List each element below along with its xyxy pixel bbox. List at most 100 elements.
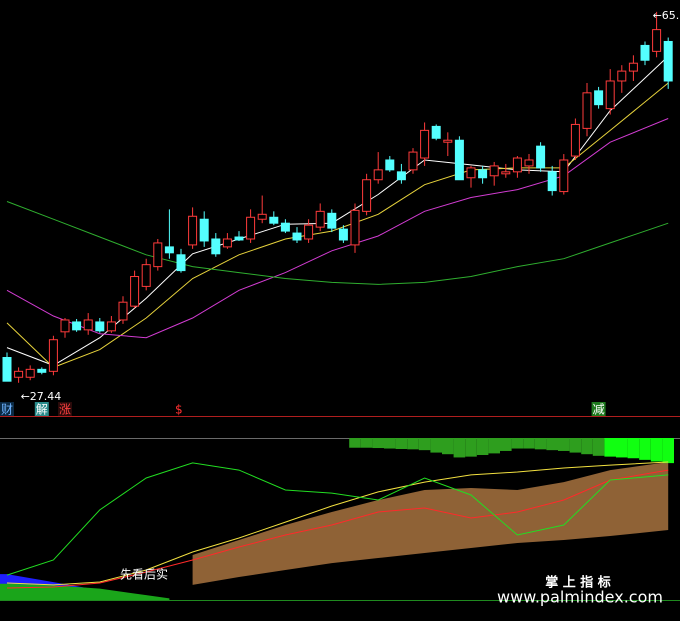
candle-body	[118, 301, 128, 321]
signal-box	[34, 402, 49, 416]
candle-body	[25, 368, 35, 378]
hanging-bar	[372, 438, 384, 449]
candle-body	[478, 169, 488, 179]
high-label: ←65.	[653, 9, 680, 22]
signal-label: 解	[36, 403, 48, 417]
candle-body	[373, 169, 383, 181]
candle-body	[431, 125, 441, 139]
candle-body	[454, 139, 464, 181]
candle-body	[153, 242, 163, 268]
watermark-title: 掌 上 指 标	[545, 575, 611, 591]
hanging-bar	[465, 438, 477, 457]
band-area	[192, 461, 669, 585]
candle-body	[269, 216, 279, 224]
candle-body	[466, 167, 476, 179]
hanging-bar	[639, 438, 651, 460]
hanging-bar	[418, 438, 431, 451]
hanging-bar	[581, 438, 593, 455]
hanging-bar	[453, 438, 466, 458]
hanging-bar	[627, 438, 640, 459]
candle-body	[315, 210, 325, 228]
signal-label: $	[175, 403, 183, 417]
candle-body	[106, 321, 116, 332]
indicator-line	[6, 469, 669, 589]
candle-body	[582, 92, 592, 129]
candle-body	[199, 218, 209, 242]
candle-body	[385, 159, 395, 171]
moving-average-line	[6, 201, 669, 285]
price-panel: ←65. ←27.44 财 解涨 $ 减	[0, 9, 679, 417]
candle-body	[338, 228, 348, 241]
signal-label: 财	[1, 403, 13, 417]
candle-body	[617, 70, 627, 82]
candle-body	[663, 40, 673, 82]
hanging-bar	[616, 438, 628, 458]
hanging-bar	[395, 438, 408, 450]
indicator-line	[6, 462, 669, 576]
hanging-bar	[442, 438, 454, 455]
candle-body	[628, 62, 638, 72]
candle-body	[524, 159, 534, 167]
candle-body	[48, 339, 58, 372]
indicator-line	[6, 461, 669, 586]
signal-label: 涨	[59, 402, 71, 417]
hanging-bar	[650, 438, 663, 462]
hanging-bar	[384, 438, 396, 449]
candle-body	[72, 321, 82, 331]
hanging-bar	[662, 438, 674, 464]
candle-body	[512, 157, 522, 173]
candle-body	[188, 215, 198, 246]
candle-body	[570, 123, 580, 157]
hanging-bar	[360, 438, 373, 448]
signal-label: 减	[593, 403, 605, 417]
signal-box	[0, 402, 14, 416]
candle-body	[141, 264, 151, 287]
bottom-area	[0, 583, 170, 600]
hanging-bar	[500, 438, 512, 451]
hanging-bar	[430, 438, 442, 453]
candle-body	[501, 171, 511, 175]
candle-body	[594, 90, 604, 106]
candle-body	[37, 368, 47, 373]
signal-box	[591, 402, 606, 416]
candle-body	[14, 370, 24, 378]
candle-body	[396, 171, 406, 181]
hanging-bar	[523, 438, 535, 449]
indicator-panel: 先看后实	[0, 438, 674, 600]
candle-body	[83, 319, 93, 331]
hanging-bar	[558, 438, 570, 451]
candle-body	[547, 171, 557, 192]
hanging-bar	[604, 438, 616, 457]
candle-body	[327, 212, 337, 229]
low-label: ←27.44	[21, 390, 62, 403]
candle-body	[443, 139, 453, 143]
candle-body	[257, 213, 267, 220]
candle-body	[408, 151, 418, 171]
candle-body	[176, 254, 186, 272]
candle-body	[60, 319, 70, 333]
candle-body	[280, 222, 290, 232]
hanging-bar	[476, 438, 489, 456]
hanging-bar	[511, 438, 524, 449]
candle-body	[164, 246, 174, 254]
signal-box	[174, 402, 188, 416]
candle-body	[234, 236, 244, 241]
hanging-bar	[569, 438, 582, 453]
candle-body	[420, 129, 430, 159]
hanging-bar	[407, 438, 419, 450]
candle-body	[130, 276, 140, 307]
hanging-bar	[534, 438, 547, 450]
candle-body	[640, 44, 650, 61]
candle-body	[350, 209, 360, 246]
hanging-bar	[349, 438, 361, 448]
candle-body	[222, 238, 232, 248]
candle-body	[95, 321, 105, 332]
candle-body	[362, 179, 372, 212]
hanging-bar	[488, 438, 500, 454]
candle-body	[536, 145, 546, 169]
candle-body	[489, 165, 499, 177]
candle-body	[211, 238, 221, 255]
signal-box	[58, 402, 72, 416]
candle-body	[292, 232, 302, 241]
hanging-bar	[592, 438, 605, 456]
